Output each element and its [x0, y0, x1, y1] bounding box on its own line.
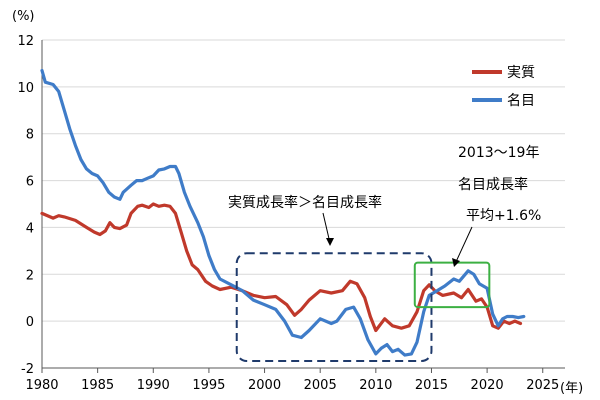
avg-arrow-line [454, 226, 473, 265]
y-tick-label: 12 [17, 34, 34, 49]
x-tick-label: 1985 [81, 378, 114, 393]
axes: -2 0 2 4 6 8 10 12 1980 1985 1990 1995 2000 2005 2010 2… [17, 34, 565, 393]
x-tick-label: 2020 [471, 378, 504, 393]
y-tick-label: 2 [26, 268, 34, 283]
avg-arrow-head [452, 258, 460, 267]
average-period-box [413, 261, 491, 309]
legend: 実質 名目 [472, 65, 535, 109]
x-tick-label: 2010 [359, 378, 392, 393]
y-tick-label: 6 [26, 175, 34, 190]
grid [42, 39, 565, 369]
x-tick-label: 2025 [526, 378, 559, 393]
legend-label-nominal: 名目 [507, 93, 535, 109]
x-tick-label: 1990 [137, 378, 170, 393]
comparison-period-box [235, 252, 433, 362]
avg-label-value: 平均+1.6% [466, 208, 541, 224]
x-tick-label: 1980 [25, 378, 58, 393]
series-line-real [40, 202, 523, 333]
x-tick-label: 2015 [415, 378, 448, 393]
comparison-arrow-head [326, 238, 334, 246]
y-unit-label: (%) [12, 9, 35, 24]
y-tick-label: 8 [26, 128, 34, 143]
highlight-boxes [235, 252, 491, 362]
y-tick-label: 0 [26, 315, 34, 330]
y-tick-label: 4 [26, 221, 34, 236]
annotations: (%) (年) 実質成長率＞名目成長率 2013〜19年 名目成長率 平均+1.… [12, 9, 583, 396]
avg-label-title: 名目成長率 [458, 176, 528, 193]
x-tick-label: 2005 [304, 378, 337, 393]
x-tick-label: 1995 [192, 378, 225, 393]
legend-label-real: 実質 [507, 65, 535, 81]
series-line-nominal [40, 68, 526, 357]
series-lines [40, 68, 526, 357]
y-tick-label: -2 [21, 362, 34, 377]
x-tick-label: 2000 [248, 378, 281, 393]
x-unit-label: (年) [560, 381, 583, 396]
avg-label-period: 2013〜19年 [458, 145, 539, 161]
y-tick-label: 10 [17, 81, 34, 96]
comparison-label: 実質成長率＞名目成長率 [228, 194, 382, 211]
